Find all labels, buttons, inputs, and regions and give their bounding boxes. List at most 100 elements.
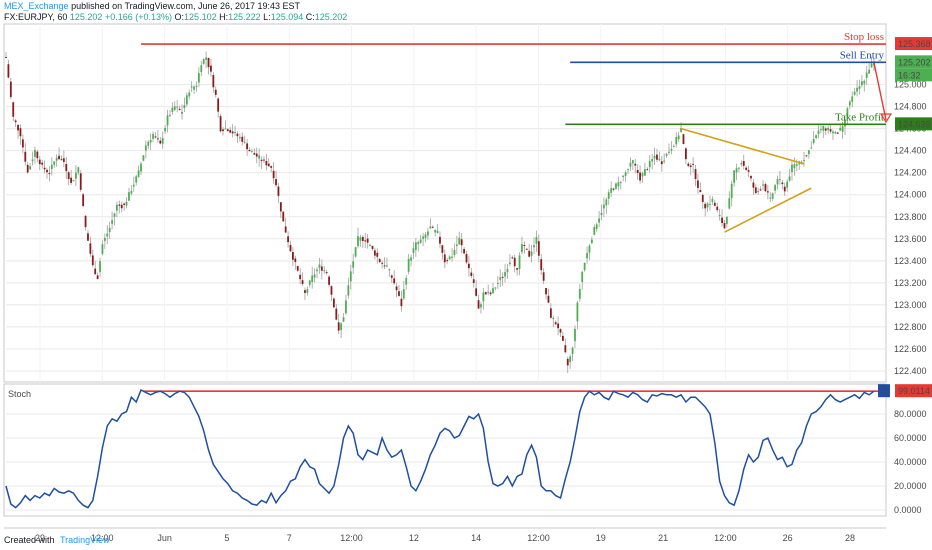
candle-body bbox=[475, 288, 478, 296]
candle-body bbox=[270, 166, 273, 168]
candle-body bbox=[805, 155, 808, 157]
candle-body bbox=[769, 197, 772, 199]
candle-body bbox=[832, 131, 834, 134]
candle-body bbox=[443, 254, 446, 263]
candle-body bbox=[337, 322, 340, 331]
candle-body bbox=[803, 160, 805, 162]
candle-body bbox=[395, 286, 398, 291]
candle-body bbox=[492, 288, 494, 294]
candle-body bbox=[279, 202, 282, 212]
candle-body bbox=[26, 164, 29, 173]
candle-body bbox=[644, 169, 646, 176]
symbol-label: FX:EURJPY, 60 bbox=[4, 12, 68, 22]
candle-body bbox=[779, 179, 781, 181]
candle-body bbox=[863, 80, 866, 84]
candle-body bbox=[511, 257, 514, 259]
price-tick-label: 122.400 bbox=[894, 366, 927, 376]
candle-body bbox=[795, 164, 798, 166]
candle-body bbox=[677, 135, 680, 140]
candle-body bbox=[477, 300, 480, 309]
candle-body bbox=[55, 157, 58, 161]
stoch-tick-label: 40.0000 bbox=[894, 457, 927, 467]
candle-body bbox=[566, 358, 569, 366]
tradingview-link[interactable]: TradingView bbox=[60, 535, 110, 545]
candle-body bbox=[689, 165, 692, 168]
price-tick-label: 123.400 bbox=[894, 256, 927, 266]
stoch-tick-label: 80.0000 bbox=[894, 409, 927, 419]
candle-body bbox=[682, 134, 685, 144]
chart-header: MEX_Exchange published on TradingView.co… bbox=[0, 0, 932, 24]
candle-body bbox=[147, 142, 150, 146]
candle-body bbox=[856, 87, 858, 92]
candle-body bbox=[36, 151, 39, 159]
candle-body bbox=[858, 86, 861, 89]
candle-body bbox=[781, 182, 784, 185]
candle-body bbox=[154, 136, 157, 138]
candle-body bbox=[364, 240, 367, 242]
candle-body bbox=[576, 302, 579, 322]
candle-body bbox=[605, 199, 608, 206]
candle-body bbox=[484, 292, 487, 295]
candle-body bbox=[116, 204, 118, 211]
candle-body bbox=[357, 236, 359, 246]
candle-body bbox=[687, 163, 690, 166]
candle-body bbox=[82, 194, 85, 206]
candle-body bbox=[851, 96, 854, 102]
candle-body bbox=[393, 278, 396, 284]
price-tick-label: 124.800 bbox=[894, 102, 927, 112]
time-tick-label: 14 bbox=[471, 533, 481, 543]
candle-body bbox=[340, 323, 343, 330]
candle-body bbox=[195, 86, 198, 88]
candle-body bbox=[34, 150, 36, 157]
candle-body bbox=[70, 177, 72, 183]
stoch-tick-label: 60.0000 bbox=[894, 433, 927, 443]
candle-body bbox=[455, 244, 458, 247]
time-tick-label: 28 bbox=[845, 533, 855, 543]
candle-body bbox=[740, 163, 743, 165]
created-with: Created with bbox=[4, 535, 55, 545]
candle-body bbox=[713, 202, 716, 206]
candle-body bbox=[557, 323, 560, 329]
candle-body bbox=[50, 164, 53, 169]
last-price: 125.202 bbox=[69, 12, 103, 22]
stoch-tag-bg bbox=[878, 384, 890, 398]
price-tick-label: 125.000 bbox=[894, 80, 927, 90]
candle-body bbox=[60, 159, 63, 161]
candle-body bbox=[185, 95, 188, 105]
publisher-name[interactable]: MEX_Exchange bbox=[4, 1, 69, 11]
candle-body bbox=[224, 128, 227, 130]
price-tick-label: 122.800 bbox=[894, 322, 927, 332]
candle-body bbox=[304, 290, 306, 293]
candle-body bbox=[65, 164, 68, 172]
candle-body bbox=[853, 91, 856, 95]
candle-body bbox=[822, 125, 825, 131]
candle-body bbox=[766, 191, 769, 193]
stoch-pane-frame bbox=[3, 383, 887, 517]
stoch-tick-label: 20.0000 bbox=[894, 481, 927, 491]
candle-body bbox=[277, 186, 280, 196]
candle-body bbox=[9, 81, 12, 97]
candle-body bbox=[716, 206, 719, 211]
candle-body bbox=[846, 108, 849, 117]
candle-body bbox=[349, 271, 352, 282]
candle-body bbox=[248, 150, 251, 152]
candle-body bbox=[518, 255, 521, 270]
candle-body bbox=[89, 243, 92, 254]
candle-body bbox=[402, 289, 405, 299]
time-tick-label: 19 bbox=[596, 533, 606, 543]
take-profit-tag: 124.639 bbox=[898, 119, 931, 129]
candle-body bbox=[265, 160, 268, 166]
candle-body bbox=[747, 170, 750, 172]
level-2-label: Take Profit bbox=[835, 111, 884, 123]
candle-body bbox=[422, 236, 424, 239]
time-tick-label: 21 bbox=[658, 533, 668, 543]
candle-body bbox=[815, 135, 817, 139]
candle-body bbox=[788, 176, 791, 181]
stoch-title: Stoch bbox=[8, 389, 31, 399]
candle-body bbox=[75, 172, 77, 179]
candle-body bbox=[812, 139, 815, 143]
candle-body bbox=[501, 276, 504, 278]
candle-body bbox=[106, 233, 109, 237]
candle-body bbox=[308, 280, 311, 285]
